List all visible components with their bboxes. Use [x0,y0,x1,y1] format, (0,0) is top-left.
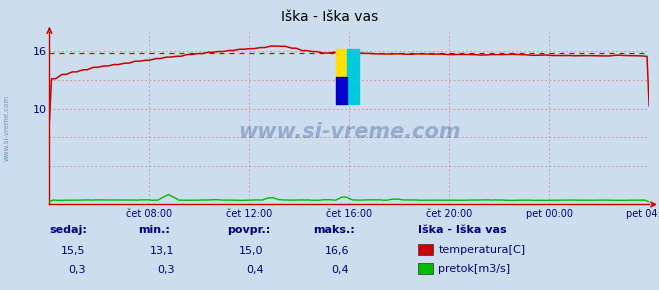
Polygon shape [336,77,347,104]
Text: Iška - Iška vas: Iška - Iška vas [281,10,378,24]
Text: 0,4: 0,4 [331,264,349,275]
Text: 0,3: 0,3 [157,264,175,275]
Text: temperatura[C]: temperatura[C] [438,245,525,255]
Text: www.si-vreme.com: www.si-vreme.com [238,122,461,142]
Text: 0,4: 0,4 [246,264,264,275]
Text: 16,6: 16,6 [325,246,349,256]
Text: 0,3: 0,3 [68,264,86,275]
Text: www.si-vreme.com: www.si-vreme.com [3,95,10,161]
Text: povpr.:: povpr.: [227,225,271,235]
Polygon shape [347,49,359,104]
Text: min.:: min.: [138,225,170,235]
Text: maks.:: maks.: [313,225,355,235]
Text: 15,0: 15,0 [239,246,264,256]
Text: 13,1: 13,1 [150,246,175,256]
Text: pretok[m3/s]: pretok[m3/s] [438,264,510,274]
Text: sedaj:: sedaj: [49,225,87,235]
Text: Iška - Iška vas: Iška - Iška vas [418,225,507,235]
Polygon shape [336,49,347,104]
Text: 15,5: 15,5 [61,246,86,256]
